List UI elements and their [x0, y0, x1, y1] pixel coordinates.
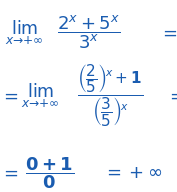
- Text: $=$: $=$: [159, 24, 177, 42]
- Text: $\dfrac{\left(\dfrac{2}{5}\right)^{\!x}+\mathbf{1}}{\left(\dfrac{3}{5}\right)^{\: $\dfrac{\left(\dfrac{2}{5}\right)^{\!x}+…: [77, 63, 143, 129]
- Text: $\dfrac{\mathbf{0+1}}{\mathbf{0}}$: $\dfrac{\mathbf{0+1}}{\mathbf{0}}$: [25, 155, 74, 191]
- Text: $\lim_{x \to +\infty}$: $\lim_{x \to +\infty}$: [21, 82, 60, 110]
- Text: $=$: $=$: [0, 87, 19, 105]
- Text: $=$: $=$: [0, 164, 19, 182]
- Text: $= +\infty$: $= +\infty$: [103, 164, 162, 182]
- Text: $\lim_{x \to +\infty}$: $\lim_{x \to +\infty}$: [5, 18, 44, 47]
- Text: $\dfrac{2^x + 5^x}{3^x}$: $\dfrac{2^x + 5^x}{3^x}$: [57, 14, 120, 51]
- Text: $=$: $=$: [166, 87, 177, 105]
